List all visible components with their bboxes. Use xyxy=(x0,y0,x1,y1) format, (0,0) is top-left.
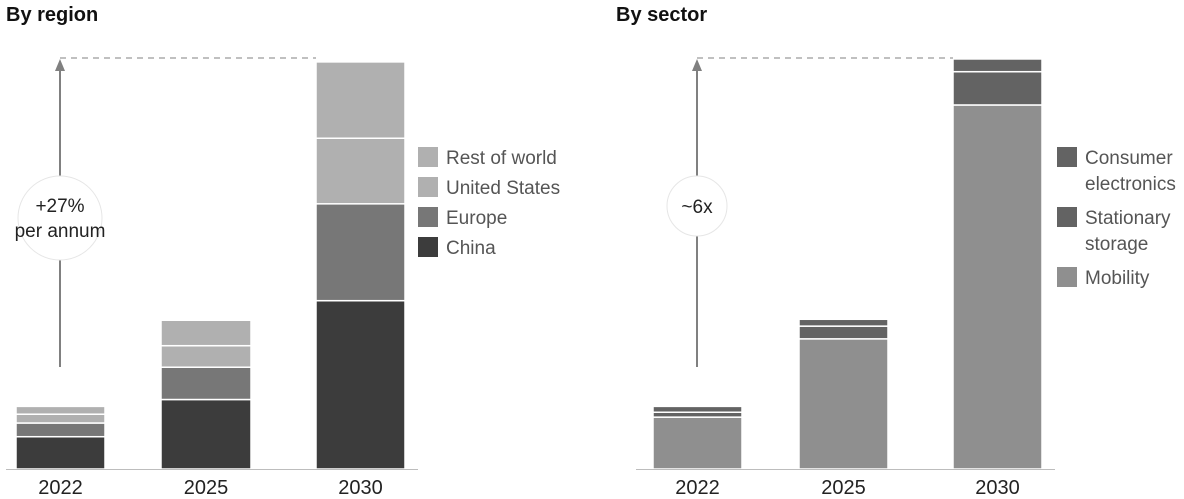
bar-stationary-storage-2030 xyxy=(952,70,1043,106)
x-tick-label: 2030 xyxy=(975,477,1020,499)
growth-annotation-bubble xyxy=(666,175,728,237)
legend-label-united-states: United States xyxy=(446,178,560,199)
legend-label-mobility: Mobility xyxy=(1085,268,1150,289)
x-tick-label: 2025 xyxy=(821,477,866,499)
growth-annotation-text: +27% xyxy=(35,196,84,217)
bar-china-2022 xyxy=(15,435,106,470)
panel-title-region: By region xyxy=(6,4,99,26)
legend-label-rest-of-world: Rest of world xyxy=(446,148,557,169)
legend-swatch-consumer-electronics xyxy=(1057,147,1077,167)
bar-mobility-2025 xyxy=(798,338,889,470)
legend-swatch-china xyxy=(418,237,438,257)
x-tick-label: 2030 xyxy=(338,477,383,499)
growth-arrow-head xyxy=(55,59,65,71)
x-tick-label: 2022 xyxy=(38,477,83,499)
bar-rest-of-world-2030 xyxy=(315,61,406,139)
bar-europe-2022 xyxy=(15,422,106,438)
legend-swatch-united-states xyxy=(418,177,438,197)
growth-arrow-head xyxy=(692,59,702,71)
bar-rest-of-world-2025 xyxy=(160,319,252,347)
growth-annotation-text: ~6x xyxy=(681,197,713,218)
bar-consumer-electronics-2022 xyxy=(652,405,743,413)
bar-united-states-2022 xyxy=(15,413,106,424)
legend-label-consumer-electronics: Consumer xyxy=(1085,148,1173,169)
bar-china-2030 xyxy=(315,299,406,470)
bar-consumer-electronics-2025 xyxy=(798,318,889,327)
bar-united-states-2030 xyxy=(315,137,406,205)
bar-europe-2030 xyxy=(315,203,406,302)
legend-label-stationary-storage: Stationary xyxy=(1085,208,1171,229)
legend-label-europe: Europe xyxy=(446,208,507,229)
legend-label-consumer-electronics: electronics xyxy=(1085,174,1176,195)
legend-swatch-stationary-storage xyxy=(1057,207,1077,227)
legend-swatch-mobility xyxy=(1057,267,1077,287)
legend-label-china: China xyxy=(446,238,496,259)
x-tick-label: 2025 xyxy=(184,477,229,499)
bar-stationary-storage-2025 xyxy=(798,325,889,340)
growth-annotation-subtext: per annum xyxy=(15,221,106,242)
bar-united-states-2025 xyxy=(160,344,252,368)
bar-mobility-2030 xyxy=(952,104,1043,470)
legend-label-stationary-storage: storage xyxy=(1085,234,1148,255)
growth-annotation-bubble xyxy=(17,175,103,261)
bar-rest-of-world-2022 xyxy=(15,405,106,415)
bar-china-2025 xyxy=(160,398,252,470)
bar-mobility-2022 xyxy=(652,416,743,470)
legend-swatch-europe xyxy=(418,207,438,227)
x-tick-label: 2022 xyxy=(675,477,720,499)
bar-europe-2025 xyxy=(160,366,252,401)
panel-title-sector: By sector xyxy=(616,4,708,26)
legend-swatch-rest-of-world xyxy=(418,147,438,167)
bar-consumer-electronics-2030 xyxy=(952,58,1043,73)
